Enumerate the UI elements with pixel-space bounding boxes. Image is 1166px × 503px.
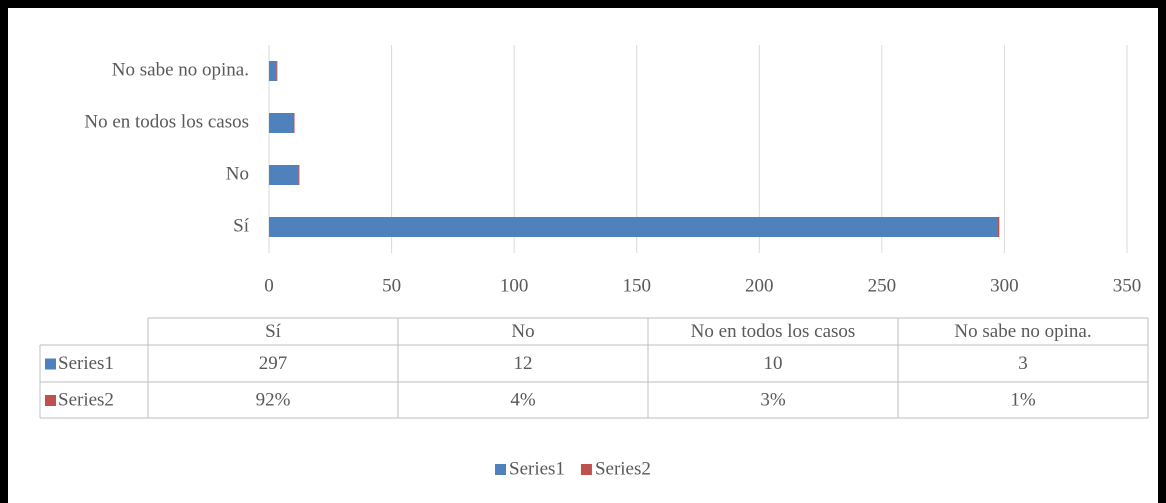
table-header: No xyxy=(511,321,534,342)
bar xyxy=(269,61,277,81)
legend-key xyxy=(580,464,592,475)
table-cell: 10 xyxy=(764,353,783,374)
bar xyxy=(269,113,294,133)
bar xyxy=(269,217,998,237)
x-tick-label: 0 xyxy=(264,275,274,296)
table-header: No sabe no opina. xyxy=(954,321,1091,342)
table-header: No en todos los casos xyxy=(691,321,856,342)
table-series-name: Series2 xyxy=(58,389,114,410)
x-tick-label: 200 xyxy=(745,275,774,296)
table-header: Sí xyxy=(265,321,282,342)
x-tick-label: 300 xyxy=(990,275,1019,296)
table-cell: 3 xyxy=(1018,353,1028,374)
bar xyxy=(997,217,1000,237)
category-label: No en todos los casos xyxy=(84,111,249,132)
table-series-name: Series1 xyxy=(58,353,114,374)
x-tick-label: 250 xyxy=(868,275,897,296)
x-tick-label: 350 xyxy=(1113,275,1142,296)
bar xyxy=(276,61,278,81)
x-tick-label: 50 xyxy=(382,275,401,296)
legend-label: Series1 xyxy=(509,458,565,479)
table-cell: 1% xyxy=(1010,389,1036,410)
table-cell: 92% xyxy=(256,389,291,410)
legend-label: Series2 xyxy=(595,458,651,479)
table-cell: 4% xyxy=(510,389,536,410)
table-cell: 297 xyxy=(259,353,288,374)
category-label: No sabe no opina. xyxy=(112,59,249,80)
table-cell: 3% xyxy=(760,389,786,410)
category-label: Sí xyxy=(233,215,250,236)
x-tick-label: 150 xyxy=(622,275,651,296)
bar xyxy=(293,113,295,133)
table-cell: 12 xyxy=(514,353,533,374)
table-legend-key xyxy=(45,395,56,406)
legend-key xyxy=(495,464,506,475)
category-label: No xyxy=(226,163,249,184)
bar xyxy=(269,165,299,185)
bar xyxy=(298,165,300,185)
x-tick-label: 100 xyxy=(500,275,529,296)
table-legend-key xyxy=(45,358,56,370)
